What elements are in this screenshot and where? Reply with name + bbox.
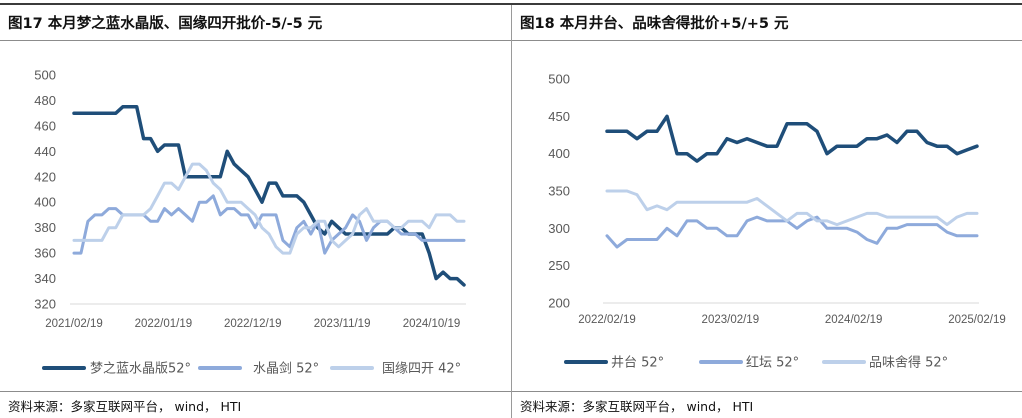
- legend-label: 梦之蓝水晶版52°: [90, 362, 191, 377]
- y-tick-label: 380: [34, 220, 56, 235]
- y-tick-label: 440: [34, 144, 56, 159]
- title-divider: [512, 40, 1022, 41]
- chart-panel-right: 图18 本月井台、品味舍得批价+5/+5 元 200 250 300 350 400 45…: [511, 5, 1022, 418]
- x-tick-label: 2023/11/19: [314, 318, 371, 330]
- legend-label: 品味舍得 52°: [869, 355, 948, 371]
- legend-label: 红坛 52°: [746, 355, 799, 371]
- y-tick-label: 480: [34, 93, 56, 108]
- source-divider: [0, 391, 511, 392]
- line-chart-right: 200 250 300 350 400 450 500 2022/02/19 2023/02/1…: [548, 72, 1006, 371]
- y-tick-label: 400: [548, 146, 570, 161]
- y-tick-label: 500: [548, 72, 570, 87]
- legend-label: 国缘四开 42°: [382, 362, 461, 377]
- y-tick-label: 340: [34, 271, 56, 286]
- y-tick-label: 320: [34, 297, 56, 312]
- source-note: 资料来源：多家互联网平台， wind， HTI: [520, 399, 754, 414]
- y-tick-label: 420: [34, 169, 56, 184]
- top-border: [0, 3, 1022, 5]
- series-line-2: [605, 215, 979, 249]
- x-tick-label: 2024/02/19: [825, 314, 883, 326]
- series-line-1: [605, 114, 979, 163]
- x-tick-label: 2024/10/19: [403, 318, 461, 330]
- source-divider: [512, 391, 1022, 392]
- chart-panel-left: 图17 本月梦之蓝水晶版、国缘四开批价-5/-5 元 320 340 360 380 4…: [0, 5, 511, 418]
- line-chart-left: 320 340 360 380 400 420 440 460 480 500 2021/02/19…: [34, 68, 466, 377]
- x-tick-label: 2022/02/19: [578, 314, 636, 326]
- legend-label: 水晶剑 52°: [253, 361, 319, 377]
- legend-label: 井台 52°: [611, 356, 664, 371]
- x-tick-label: 2021/02/19: [45, 318, 103, 330]
- x-tick-label: 2022/12/19: [224, 318, 282, 330]
- series-line-3: [72, 162, 466, 255]
- series-line-1: [72, 105, 466, 287]
- y-tick-label: 400: [34, 195, 56, 210]
- y-tick-label: 300: [548, 221, 570, 236]
- x-tick-label: 2022/01/19: [135, 318, 193, 330]
- source-note: 资料来源：多家互联网平台， wind， HTI: [8, 399, 242, 414]
- y-tick-label: 460: [34, 118, 56, 133]
- y-tick-label: 360: [34, 246, 56, 261]
- chart-title: 图18 本月井台、品味舍得批价+5/+5 元: [520, 16, 789, 32]
- y-tick-label: 200: [548, 296, 570, 311]
- y-tick-label: 350: [548, 184, 570, 199]
- y-tick-label: 450: [548, 109, 570, 124]
- y-tick-label: 250: [548, 258, 570, 273]
- x-tick-label: 2023/02/19: [702, 314, 760, 326]
- chart-title: 图17 本月梦之蓝水晶版、国缘四开批价-5/-5 元: [8, 16, 323, 32]
- title-divider: [0, 40, 511, 41]
- x-tick-label: 2025/02/19: [948, 314, 1006, 326]
- series-line-3: [605, 189, 979, 227]
- y-tick-label: 500: [34, 68, 56, 83]
